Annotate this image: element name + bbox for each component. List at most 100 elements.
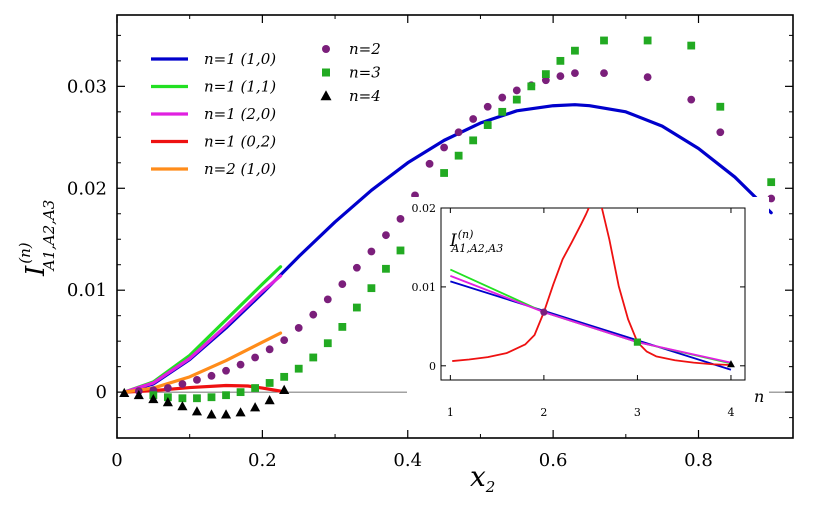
inset-y-tick-label: 0.02	[412, 202, 437, 215]
inset-plot: 1 2 3 4 0 0.01 0.02	[407, 197, 769, 419]
inset-y-tick-label: 0.01	[412, 281, 437, 294]
inset-red-left-line	[452, 208, 590, 362]
inset-magenta-line	[450, 275, 732, 364]
series-n-3-point	[527, 82, 536, 91]
series-n-4-point	[264, 394, 275, 405]
series-n-4-point	[162, 397, 173, 407]
legend-n-3-marker	[322, 68, 330, 77]
y-tick-label: 0.01	[67, 280, 107, 301]
legend-n-3-label: n=3	[349, 64, 381, 82]
inset-point-n3	[633, 338, 642, 346]
series-n-2-point	[352, 263, 361, 272]
series-n-2-point	[483, 102, 492, 111]
series-n-3-point	[222, 391, 230, 400]
series-n-3-point	[396, 246, 405, 255]
series-n-4-point	[148, 393, 159, 404]
series-n-2-point	[309, 310, 318, 319]
series-n-2-1-0-line	[122, 331, 283, 394]
series-n-4-point	[133, 389, 144, 400]
series-n-2-point	[251, 353, 260, 362]
series-n-3-point	[193, 394, 201, 403]
series-n-3-point	[469, 136, 478, 145]
series-n-3-point	[498, 107, 507, 116]
series-n-3-point	[716, 102, 725, 111]
series-n-3-point	[178, 394, 187, 403]
series-n-3-point	[767, 178, 776, 187]
legend-n-1-1-1-label: n=1 (1,1)	[204, 78, 276, 96]
series-n-2-point	[556, 72, 565, 81]
series-n-4-point	[250, 402, 261, 412]
series-n-2-point	[767, 194, 776, 203]
series-n-1-2-0-line	[122, 274, 283, 394]
x-axis-label: x2	[470, 460, 495, 496]
inset-blue-line	[450, 280, 732, 371]
x-tick-label: 0.8	[684, 450, 713, 471]
series-n-3-point	[643, 36, 652, 45]
series-n-2-point	[396, 214, 405, 223]
legend-n-1-1-0-label: n=1 (1,0)	[204, 50, 276, 68]
legend-n-1-2-0-label: n=1 (2,0)	[204, 105, 276, 123]
series-n-4-point	[177, 401, 188, 411]
legend-n-4-label: n=4	[349, 87, 381, 105]
series-n-2-point	[571, 69, 579, 77]
series-n-2-point	[541, 76, 550, 85]
inset-y-axis-label: I(n) A1,A2,A3	[449, 228, 503, 255]
y-tick-label: 0.02	[67, 178, 107, 199]
series-n-3-point	[454, 151, 463, 160]
series-n-2-point	[163, 384, 172, 392]
series-n-3-point	[338, 322, 347, 331]
series-n-3-point	[294, 364, 303, 373]
series-n-4-point	[119, 387, 130, 398]
series-n-3-point	[265, 379, 274, 387]
x-tick-label: 0.6	[539, 450, 568, 471]
legend-n-2-1-0-label: n=2 (1,0)	[204, 160, 276, 178]
series-n-3-point	[323, 339, 332, 348]
series-n-3-point	[236, 388, 245, 397]
series-n-2-point	[294, 324, 303, 332]
series-n-4-point	[235, 407, 246, 417]
series-n-2-point	[687, 95, 696, 104]
x-tick-label: 0.4	[393, 450, 422, 471]
series-n-2-point	[600, 69, 608, 77]
legend-n-2-marker	[322, 45, 330, 53]
series-n-2-point	[236, 360, 245, 369]
series-n-2-point	[178, 380, 187, 388]
series-n-4-point	[279, 384, 290, 395]
x-tick-label: 0	[111, 450, 122, 471]
series-n-4-point	[191, 406, 203, 416]
inset-x-axis-label: n	[754, 387, 764, 406]
series-n-3-point	[207, 393, 216, 402]
series-n-4-point	[206, 409, 217, 419]
series-n-2-point	[643, 73, 652, 82]
inset-frame	[440, 207, 746, 381]
series-n-3-point	[512, 95, 521, 104]
legend-n-4-marker	[320, 90, 332, 101]
series-n-2-point	[512, 86, 521, 95]
inset-point-n4	[727, 360, 735, 368]
series-n-2-point	[280, 336, 289, 345]
legend-n-1-0-2-label: n=1 (0,2)	[204, 133, 276, 151]
series-n-2-point	[425, 159, 434, 168]
series-n-3-point	[352, 303, 361, 312]
series-n-2-point	[222, 366, 230, 375]
inset-x-tick-label: 1	[447, 406, 454, 419]
legend-n-2-label: n=2	[349, 40, 381, 58]
inset-x-tick-label: 2	[540, 406, 547, 419]
inset-x-tick-label: 3	[634, 406, 641, 419]
series-n-2-point	[193, 376, 201, 384]
series-n-3-point	[600, 36, 608, 45]
series-n-2-point	[440, 143, 448, 152]
series-n-2-point	[338, 280, 347, 288]
inset-x-tick-label: 4	[727, 406, 734, 419]
series-n-2-point	[207, 371, 216, 380]
y-tick-label: 0	[96, 382, 107, 403]
series-n-2-point	[382, 231, 390, 240]
series-n-2-point	[367, 247, 376, 256]
series-n-3-point	[367, 284, 376, 293]
series-n-3-point	[687, 41, 696, 50]
main-plot-frame	[116, 14, 794, 439]
series-n-2-point	[265, 345, 274, 354]
series-n-4-point	[220, 409, 232, 419]
svg-text:I(n)A1,A2,A3: I(n) A1,A2,A3	[16, 200, 58, 277]
y-tick-label: 0.03	[67, 76, 107, 97]
